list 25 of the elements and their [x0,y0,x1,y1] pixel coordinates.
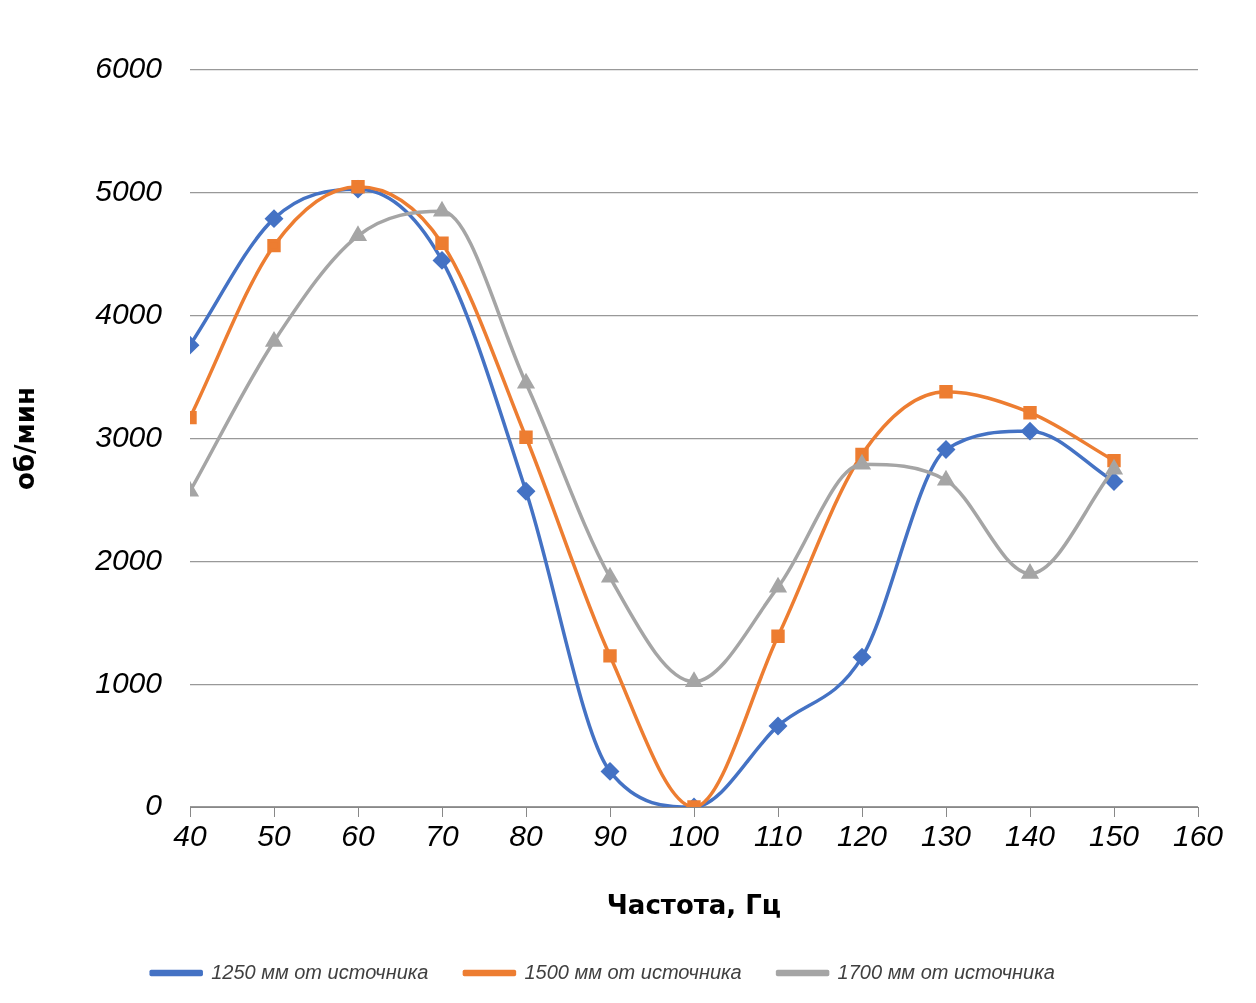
x-tick-label: 40 [173,819,207,853]
y-axis-title: об/мин [10,387,41,490]
legend-label: 1250 мм от источника [211,960,429,983]
x-tick-label: 70 [425,819,459,853]
y-tick-label: 1000 [95,665,163,699]
legend-label: 1700 мм от источника [837,960,1055,983]
x-tick-label: 50 [257,819,291,853]
x-tick-label: 110 [754,819,803,853]
x-tick-label: 150 [1088,819,1140,853]
x-tick-label: 80 [509,819,543,853]
x-tick-label: 100 [668,819,720,853]
x-tick-label: 60 [341,819,375,853]
x-tick-label: 120 [836,819,888,853]
y-tick-label: 4000 [95,297,163,331]
x-tick-label: 130 [920,819,972,853]
legend-label: 1500 мм от источника [524,960,742,983]
x-axis-title: Частота, Гц [606,890,782,921]
x-tick-label: 160 [1172,819,1224,853]
y-tick-label: 6000 [95,51,163,85]
x-tick-label: 140 [1004,819,1056,853]
x-tick-label: 90 [593,819,627,853]
y-tick-label: 3000 [95,419,163,453]
y-tick-label: 5000 [95,174,163,208]
y-tick-label: 2000 [94,542,163,576]
y-tick-label: 0 [145,788,163,822]
